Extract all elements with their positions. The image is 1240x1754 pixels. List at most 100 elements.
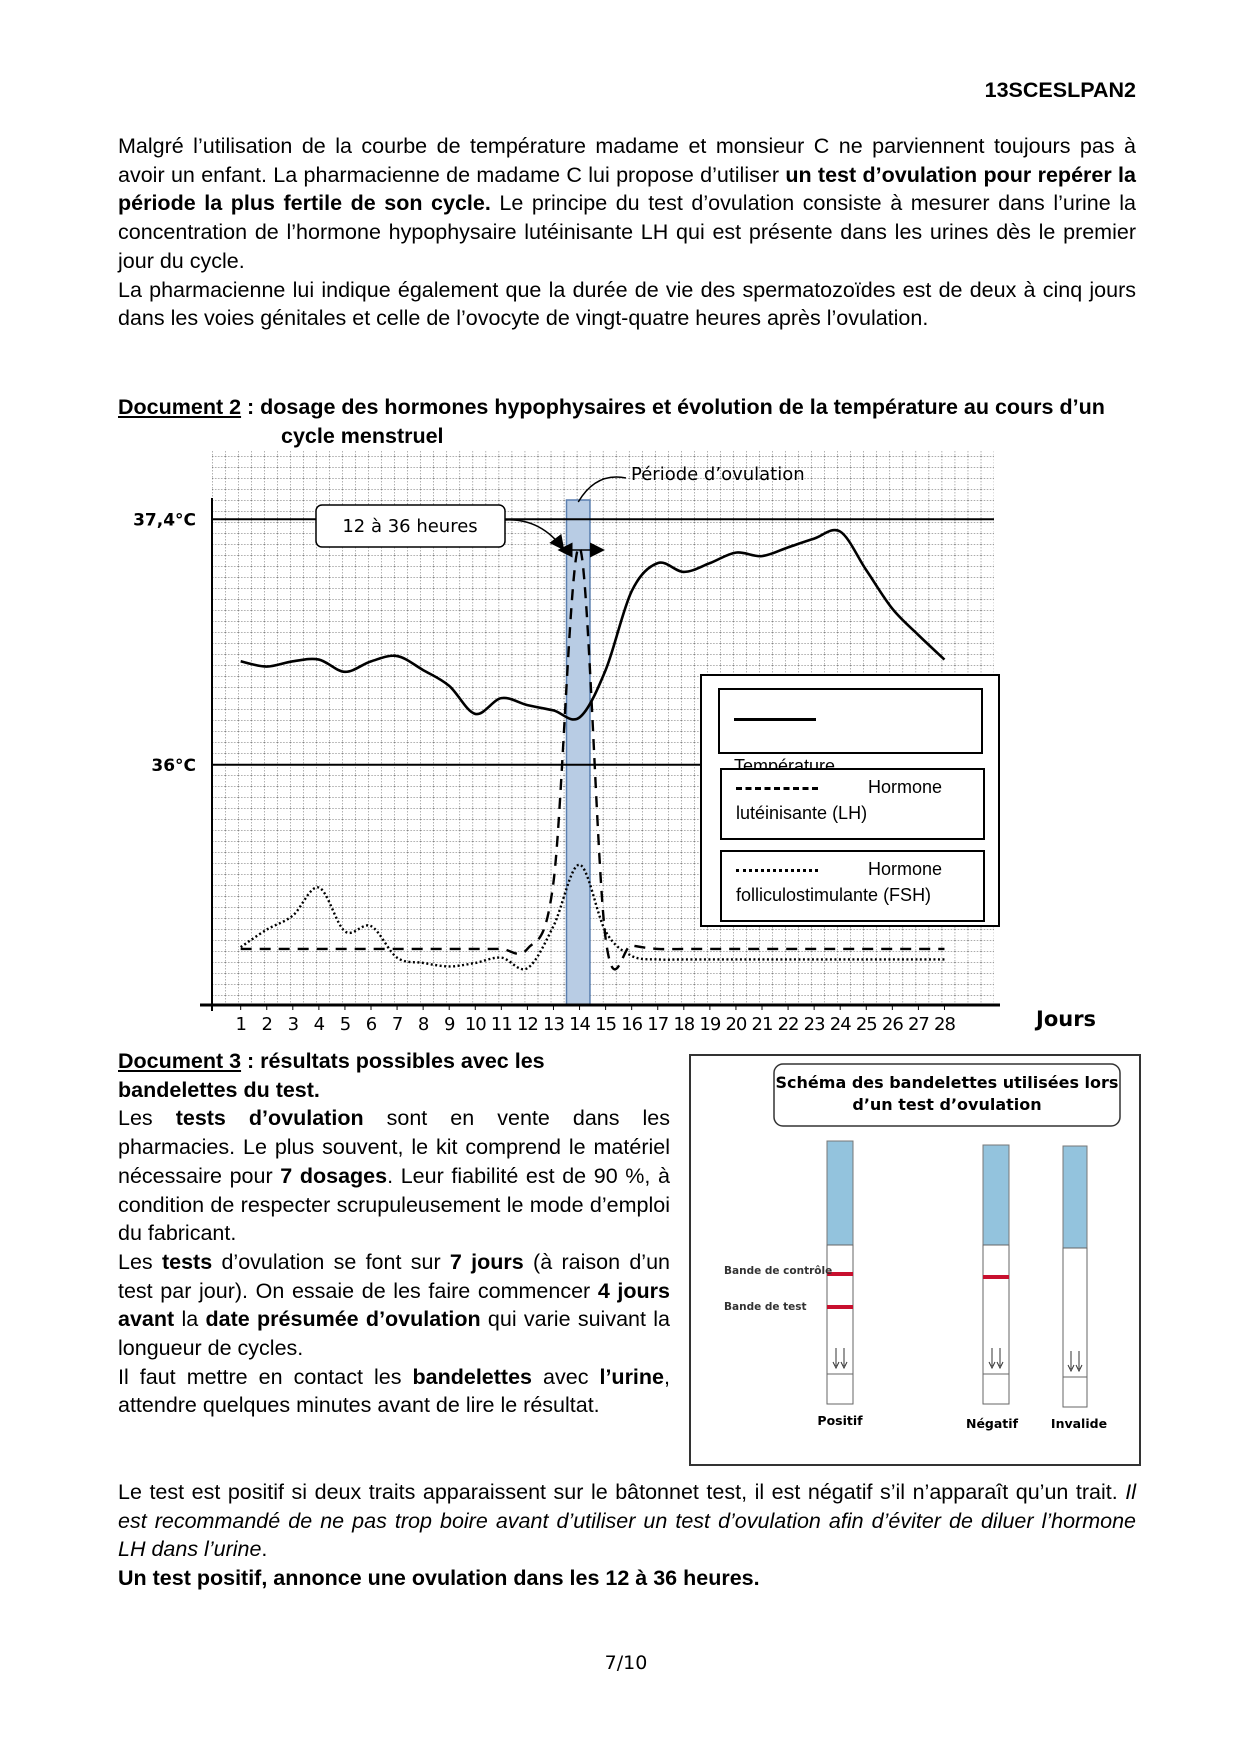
strip-label: Positif — [817, 1413, 863, 1428]
figure-title: Schéma des bandelettes utilisées lors d’… — [775, 1073, 1119, 1114]
document3-text: Les tests d’ovulation sont en vente dans… — [118, 1104, 670, 1420]
legend-swatch — [734, 717, 816, 721]
x-tick-label: 19 — [699, 1014, 720, 1035]
text-run: . — [261, 1537, 268, 1562]
x-tick-label: 13 — [543, 1014, 564, 1035]
document-title: : résultats possibles avec les bandelett… — [118, 1049, 545, 1102]
text-run: 7 jours — [449, 1249, 524, 1274]
strip-negative — [982, 1144, 1010, 1405]
text-run: un test d’ovulation pour repérer la péri… — [118, 162, 1136, 216]
strip-body — [826, 1244, 854, 1405]
x-tick-label: 20 — [725, 1014, 746, 1035]
text-run: Le principe du test d’ovulation consiste… — [118, 191, 1136, 273]
ovulation-band — [565, 499, 591, 1006]
text-run: Il est recommandé de ne pas trop boire a… — [118, 1480, 1136, 1562]
document3: Document 3 : résultats possibles avec le… — [118, 1047, 670, 1420]
text-run: date présumée d’ovulation — [205, 1307, 481, 1332]
control-band — [827, 1272, 853, 1276]
document-label: Document 3 — [118, 1049, 242, 1073]
x-tick-label: 24 — [830, 1014, 851, 1035]
x-tick-label: 1 — [235, 1014, 245, 1035]
legend-swatch — [736, 786, 818, 790]
y-tick-label: 37,4°C — [133, 510, 196, 530]
strip-label: Invalide — [1050, 1416, 1108, 1431]
x-tick-label: 28 — [934, 1014, 955, 1035]
legend-swatch — [736, 868, 818, 872]
text-run: Il faut mettre en contact les — [118, 1364, 413, 1389]
y-tick-label: 36°C — [151, 756, 196, 776]
text-run: tests d’ovulation — [175, 1106, 364, 1131]
x-tick-label: 9 — [444, 1014, 455, 1035]
x-tick-label: 16 — [621, 1014, 642, 1035]
text-run: avec — [531, 1364, 600, 1389]
paragraph: Les tests d’ovulation se font sur 7 jour… — [118, 1248, 670, 1363]
text-run: l’urine — [599, 1364, 664, 1389]
text-run: bandelettes — [412, 1364, 532, 1389]
x-tick-label: 18 — [673, 1014, 694, 1035]
legend-item: Hormone lutéinisante (LH) — [720, 768, 985, 840]
x-tick-label: 22 — [778, 1014, 799, 1035]
paragraph: Malgré l’utilisation de la courbe de tem… — [118, 132, 1136, 276]
strip-label: Négatif — [965, 1416, 1019, 1431]
paragraph: Le test est positif si deux traits appar… — [118, 1478, 1136, 1564]
band-label: Bande de test — [724, 1301, 807, 1313]
paragraph: Il faut mettre en contact les bandelette… — [118, 1363, 670, 1420]
text-run: qui varie suivant la longueur de cycles. — [118, 1307, 670, 1361]
legend-item: Hormone folliculostimulante (FSH) — [720, 850, 985, 922]
intro: Malgré l’utilisation de la courbe de tem… — [118, 132, 1136, 333]
x-tick-label: 7 — [392, 1014, 402, 1035]
legend-item: Température — [718, 688, 983, 776]
figure-title-box — [773, 1063, 1121, 1127]
x-tick-label: 12 — [517, 1014, 538, 1035]
series-line — [240, 546, 945, 971]
series-line — [240, 863, 945, 971]
x-tick-label: 10 — [465, 1014, 486, 1035]
text-run: 7 dosages — [280, 1163, 388, 1188]
text-run: . Leur fiabilité est de 90 %, à conditio… — [118, 1163, 670, 1246]
text-run: tests — [161, 1249, 213, 1274]
x-tick-label: 8 — [418, 1014, 429, 1035]
x-tick-label: 5 — [340, 1014, 350, 1035]
x-tick-label: 15 — [595, 1014, 616, 1035]
strip-body — [982, 1244, 1010, 1405]
text-run: Malgré l’utilisation de la courbe de tem… — [118, 134, 1136, 187]
ovulation-pointer — [577, 476, 627, 503]
strip-wick — [1062, 1145, 1088, 1249]
x-tick-label: 23 — [804, 1014, 825, 1035]
band-label: Bande de contrôle — [724, 1265, 833, 1277]
x-tick-label: 6 — [366, 1014, 377, 1035]
legend: Température Hormone lutéinisante (LH) Horm… — [700, 674, 1000, 927]
x-tick-label: 17 — [647, 1014, 668, 1035]
strip-invalid — [1062, 1145, 1088, 1408]
series-line — [240, 528, 946, 721]
text-run: 4 jours avant — [118, 1278, 670, 1332]
page-number: 7/10 — [604, 1652, 648, 1674]
x-tick-label: 4 — [314, 1014, 325, 1035]
annotation-box — [315, 504, 506, 548]
text-run: la — [174, 1307, 206, 1332]
paragraph: Les tests d’ovulation sont en vente dans… — [118, 1104, 670, 1248]
strip-wick — [826, 1140, 854, 1246]
annotation: 12 à 36 heures — [342, 516, 477, 537]
text-run: Un test positif, annonce une ovulation d… — [118, 1566, 760, 1591]
text-run: , attendre quelques minutes avant de lir… — [118, 1364, 670, 1418]
flow-arrows — [1067, 1351, 1083, 1373]
text-run: Le test est positif si deux traits appar… — [118, 1480, 1126, 1504]
strip-body — [1062, 1247, 1088, 1408]
strips-figure — [689, 1054, 1141, 1466]
x-tick-label: 25 — [856, 1014, 877, 1035]
x-tick-label: 26 — [882, 1014, 903, 1035]
x-tick-label: 21 — [752, 1014, 773, 1035]
document3-heading: Document 3 : résultats possibles avec le… — [118, 1047, 670, 1104]
paragraph: La pharmacienne lui indique également qu… — [118, 276, 1136, 333]
strip-positive — [826, 1140, 854, 1405]
header-code: 13SCESLPAN2 — [984, 78, 1136, 102]
strip-wick — [982, 1144, 1010, 1246]
text-run: (à raison d’un test par jour). On essaie… — [118, 1249, 670, 1303]
document-title: : dosage des hormones hypophysaires et é… — [241, 395, 1105, 448]
x-tick-label: 14 — [569, 1014, 590, 1035]
control-band — [983, 1275, 1009, 1279]
flow-arrows — [832, 1348, 848, 1370]
x-tick-label: 27 — [908, 1014, 929, 1035]
